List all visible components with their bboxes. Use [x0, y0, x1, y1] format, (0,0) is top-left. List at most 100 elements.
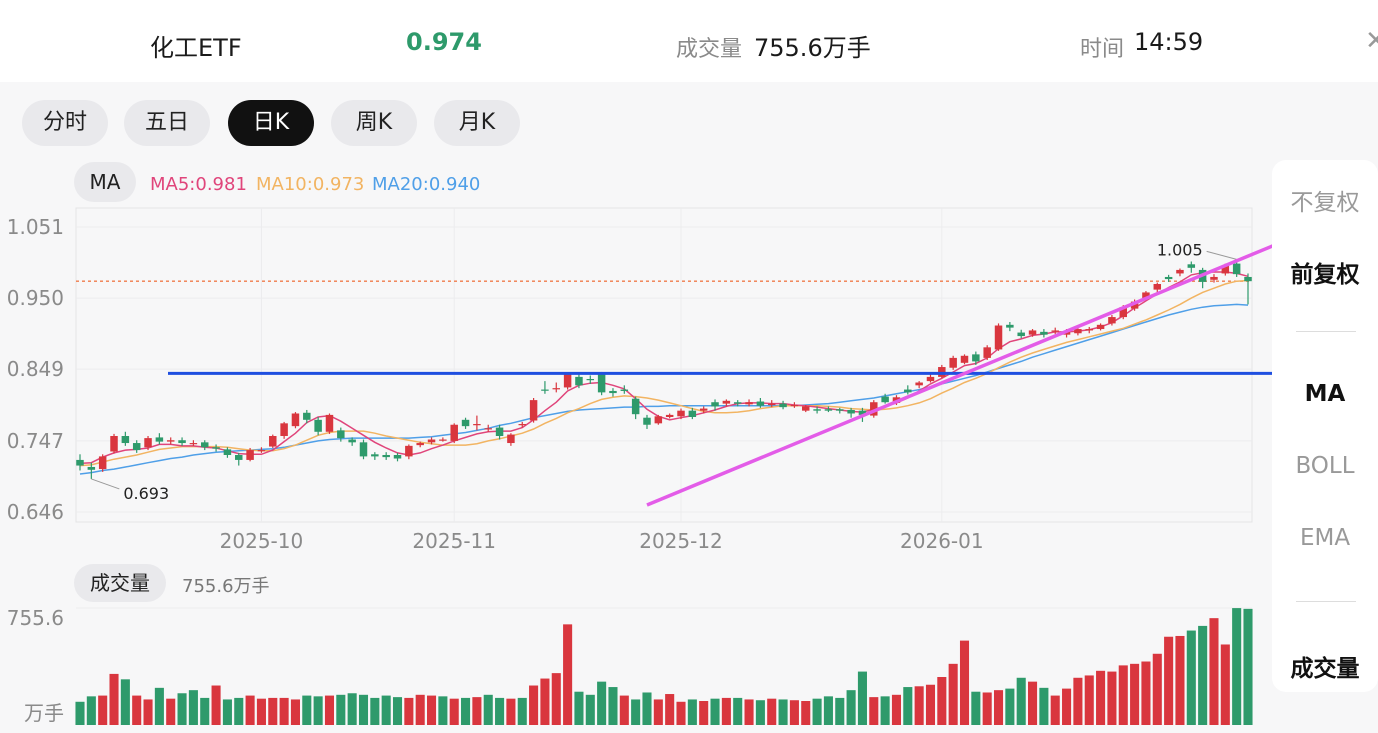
- volume-bar: [222, 699, 232, 725]
- volume-bar: [290, 699, 300, 725]
- candle-body: [847, 409, 855, 414]
- price-plot-area: [75, 207, 1253, 523]
- candle-body: [87, 466, 96, 470]
- x-tick-label: 2025-12: [639, 529, 723, 553]
- candle-body: [552, 388, 561, 390]
- option-boll[interactable]: BOLL: [1295, 453, 1355, 479]
- candle-body: [189, 443, 198, 445]
- candle-body: [824, 409, 833, 411]
- candle-body: [382, 455, 390, 458]
- candle-body: [427, 439, 436, 443]
- fund-name: 化工ETF: [150, 34, 242, 62]
- tab-weekly-k[interactable]: 周K: [331, 100, 417, 146]
- volume-bar: [1073, 677, 1083, 725]
- volume-bar: [608, 687, 618, 725]
- volume-bar: [1039, 687, 1049, 725]
- volume-indicator-selector[interactable]: 成交量: [74, 564, 166, 602]
- volume-bar: [744, 699, 754, 725]
- volume-bar: [268, 697, 278, 725]
- volume-bar: [857, 671, 867, 725]
- candle-body: [371, 454, 379, 457]
- volume-bar: [563, 624, 573, 725]
- indicator-selector[interactable]: MA: [74, 162, 136, 202]
- time-value: 14:59: [1134, 28, 1204, 56]
- volume-bar: [392, 697, 403, 725]
- volume-bar: [154, 687, 164, 725]
- volume-bar: [245, 695, 255, 725]
- volume-bar: [426, 695, 437, 725]
- y-tick-label: 0.747: [7, 429, 64, 453]
- candle-body: [1040, 331, 1048, 335]
- volume-bar: [1209, 618, 1219, 725]
- volume-bar: [234, 697, 244, 725]
- candle-body: [269, 436, 277, 447]
- volume-bar: [1152, 653, 1162, 725]
- option-forward-adjust[interactable]: 前复权: [1290, 262, 1360, 288]
- candle-body: [1210, 276, 1218, 280]
- option-ma[interactable]: MA: [1304, 381, 1346, 407]
- tab-monthly-k[interactable]: 月K: [434, 100, 520, 146]
- candle-body: [507, 434, 515, 444]
- candle-body: [541, 389, 549, 391]
- volume-bar: [358, 694, 369, 725]
- volume-bar: [1220, 644, 1230, 725]
- volume-bar: [1050, 695, 1060, 725]
- tab-intraday[interactable]: 分时: [22, 100, 108, 146]
- candle-body: [518, 424, 526, 426]
- volume-bar: [506, 698, 516, 725]
- candle-body: [586, 379, 595, 381]
- volume-bar: [495, 697, 505, 725]
- candle-body: [790, 405, 799, 407]
- candle-body: [200, 442, 209, 448]
- candle-body: [359, 442, 368, 457]
- volume-bar: [529, 685, 539, 725]
- volume-bar: [370, 697, 380, 725]
- option-ema[interactable]: EMA: [1299, 525, 1351, 551]
- volume-bar: [971, 691, 981, 725]
- candle-body: [212, 447, 220, 449]
- candle-body: [563, 374, 572, 388]
- candle-body: [461, 419, 470, 427]
- volume-bar: [1186, 630, 1196, 725]
- x-tick-label: 2026-01: [900, 529, 984, 553]
- volume-bar: [665, 694, 675, 725]
- volume-bar: [767, 698, 777, 725]
- candle-body: [745, 402, 753, 405]
- volume-bar: [1118, 665, 1128, 725]
- volume-bar: [642, 692, 652, 725]
- volume-bar: [891, 694, 902, 725]
- candle-body: [98, 456, 107, 470]
- candle-body: [575, 376, 583, 386]
- volume-bar: [959, 640, 970, 725]
- tab-five-day[interactable]: 五日: [124, 100, 210, 146]
- volume-bar: [937, 676, 947, 725]
- volume-bar: [585, 694, 595, 725]
- candle-body: [529, 400, 538, 421]
- candle-body: [779, 403, 787, 408]
- candle-body: [439, 439, 447, 441]
- candle-body: [597, 374, 606, 393]
- ma20-value: MA20:0.940: [372, 174, 481, 195]
- x-tick-label: 2025-10: [220, 529, 304, 553]
- volume-bar: [846, 690, 856, 725]
- volume-bar: [699, 700, 709, 725]
- candle-body: [155, 437, 164, 442]
- candle-body: [1096, 324, 1105, 330]
- volume-bar: [801, 700, 811, 725]
- close-icon[interactable]: ✕: [1365, 26, 1378, 56]
- x-tick-label: 2025-11: [412, 529, 496, 553]
- volume-bar: [381, 695, 391, 725]
- candle-body: [348, 439, 356, 443]
- tab-daily-k[interactable]: 日K: [228, 100, 314, 146]
- candle-body: [484, 428, 492, 430]
- volume-bar: [1141, 661, 1151, 725]
- candle-body: [1153, 284, 1162, 290]
- candle-body: [1108, 317, 1116, 324]
- volume-bar: [415, 694, 425, 725]
- candle-body: [291, 413, 300, 427]
- volume-bar: [1084, 675, 1094, 725]
- candle-body: [949, 357, 957, 368]
- option-no-adjust[interactable]: 不复权: [1290, 190, 1360, 216]
- option-volume[interactable]: 成交量: [1290, 656, 1360, 682]
- volume-bar: [540, 678, 550, 725]
